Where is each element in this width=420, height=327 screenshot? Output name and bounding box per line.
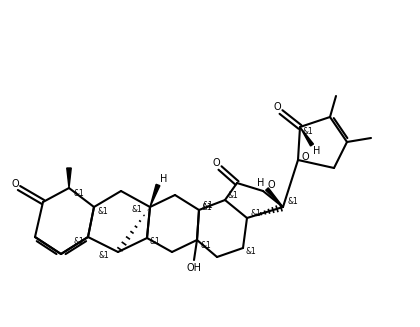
Text: &1: &1	[150, 237, 160, 247]
Polygon shape	[266, 188, 283, 207]
Text: &1: &1	[74, 236, 84, 246]
Text: OH: OH	[186, 263, 202, 273]
Text: &1: &1	[97, 206, 108, 215]
Text: O: O	[11, 179, 19, 189]
Polygon shape	[300, 127, 313, 146]
Text: O: O	[273, 102, 281, 112]
Text: &1: &1	[303, 127, 313, 135]
Text: O: O	[267, 180, 275, 190]
Text: H: H	[257, 178, 265, 188]
Text: &1: &1	[201, 240, 211, 250]
Text: O: O	[301, 152, 309, 162]
Text: &1: &1	[99, 250, 109, 260]
Text: &1: &1	[228, 191, 239, 199]
Text: &1: &1	[131, 205, 142, 215]
Text: &1: &1	[246, 248, 256, 256]
Text: &1: &1	[288, 197, 298, 205]
Polygon shape	[150, 184, 160, 207]
Text: &1: &1	[202, 201, 213, 211]
Text: &1: &1	[202, 202, 213, 212]
Text: H: H	[313, 146, 321, 156]
Polygon shape	[67, 168, 71, 188]
Text: O: O	[212, 158, 220, 168]
Text: &1: &1	[74, 188, 84, 198]
Text: H: H	[160, 174, 168, 184]
Text: &1: &1	[251, 210, 261, 218]
